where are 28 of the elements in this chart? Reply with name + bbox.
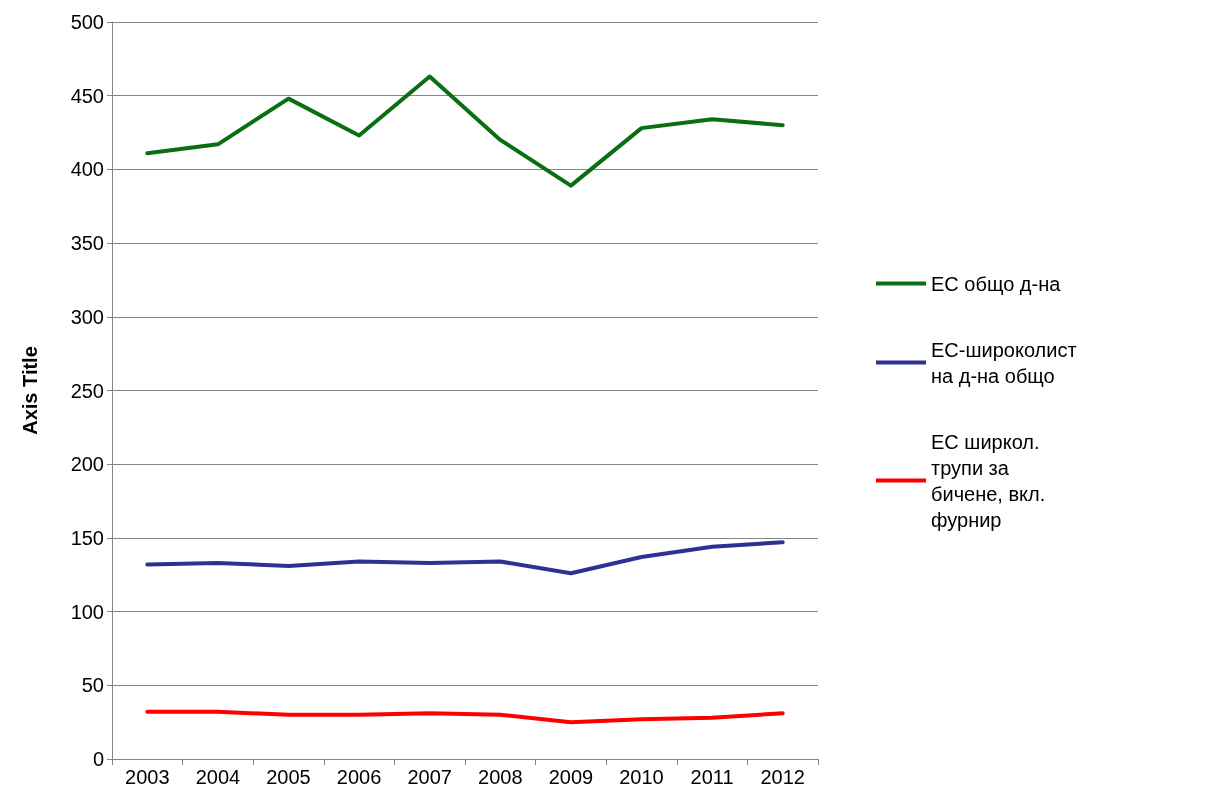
x-tick-label: 2009 xyxy=(548,766,594,788)
x-tick-label: 2008 xyxy=(478,766,523,788)
line-series xyxy=(145,709,785,725)
x-tick-label: 2011 xyxy=(690,766,734,788)
y-tick-label: 250 xyxy=(70,379,104,402)
y-axis-title: Axis Title xyxy=(19,346,41,435)
y-tick-label: 500 xyxy=(70,11,104,33)
y-tick-label: 50 xyxy=(81,674,104,697)
y-tick-label: 150 xyxy=(70,526,104,549)
y-tick-label: 0 xyxy=(92,748,104,770)
x-tick-label: 2006 xyxy=(336,766,382,788)
x-tick-label: 2010 xyxy=(619,766,664,788)
line-series xyxy=(145,74,785,188)
y-tick-label: 450 xyxy=(70,84,104,107)
x-tick-label: 2004 xyxy=(195,766,241,788)
x-tick-label: 2012 xyxy=(760,766,805,788)
x-tick-label: 2005 xyxy=(266,766,311,788)
legend-label: ЕС ширкол. трупи за бичене, вкл. фурнир xyxy=(931,430,1051,531)
x-tick-label: 2003 xyxy=(125,766,170,788)
legend-label: ЕС общо д-на xyxy=(931,272,1062,295)
y-tick-label: 350 xyxy=(70,232,104,255)
x-tick-label: 2007 xyxy=(407,766,452,788)
line-series xyxy=(145,540,785,576)
y-tick-label: 400 xyxy=(70,158,104,181)
y-tick-label: 300 xyxy=(70,305,104,328)
y-tick-label: 100 xyxy=(70,600,104,623)
y-tick-label: 200 xyxy=(70,453,104,476)
legend-label: ЕС-широколистна д-на общо xyxy=(931,338,1077,387)
